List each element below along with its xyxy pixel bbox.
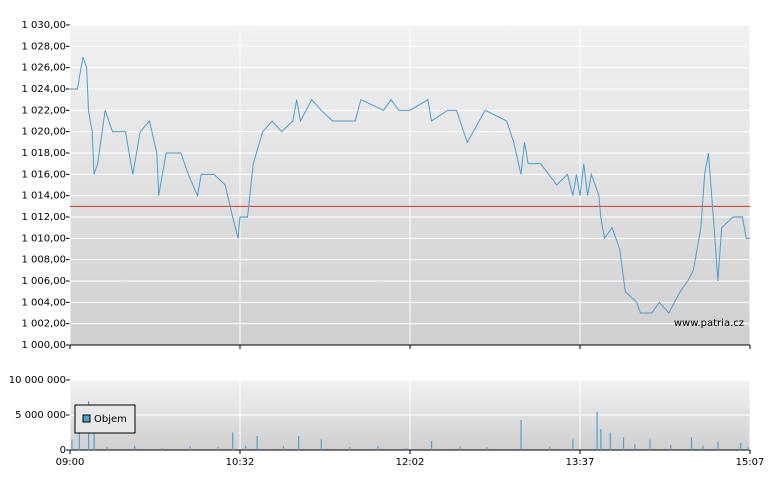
volume-bar: [622, 437, 625, 450]
y-tick-label: 1 018,00: [21, 148, 66, 159]
volume-bar: [405, 447, 407, 450]
x-tick-label: 10:32: [226, 457, 255, 468]
volume-bar: [217, 447, 219, 450]
y-tick-label: 1 012,00: [21, 212, 66, 223]
y-tick-label: 1 030,00: [21, 20, 66, 31]
watermark: www.patria.cz: [674, 318, 744, 329]
y-tick-label: 1 006,00: [21, 276, 66, 287]
y-tick-label: 5 000 000: [15, 410, 66, 421]
price-line: [70, 56, 750, 314]
volume-bar: [717, 441, 719, 450]
volume-bar: [78, 432, 80, 450]
y-tick-label: 1 024,00: [21, 84, 66, 95]
x-tick-label: 12:02: [396, 457, 425, 468]
volume-bar: [377, 445, 379, 450]
volume-bar: [459, 446, 461, 450]
volume-bar: [596, 411, 598, 450]
volume-bar: [600, 429, 602, 450]
y-tick-label: 1 002,00: [21, 319, 66, 330]
volume-bar: [572, 439, 574, 450]
legend-swatch: [82, 414, 91, 423]
volume-bar: [520, 419, 522, 450]
volume-bar: [740, 443, 742, 450]
x-tick-label: 09:00: [56, 457, 85, 468]
volume-bar: [189, 446, 191, 450]
volume-bar: [549, 446, 551, 450]
y-tick-label: 1 008,00: [21, 255, 66, 266]
volume-bar: [71, 439, 73, 450]
volume-bar: [702, 445, 704, 450]
x-tick-label: 13:37: [566, 457, 595, 468]
volume-bar: [106, 447, 108, 450]
volume-bar: [282, 446, 285, 450]
volume-bar: [161, 447, 164, 450]
y-tick-label: 1 004,00: [21, 297, 66, 308]
volume-bar: [430, 440, 433, 450]
y-tick-label: 1 000,00: [21, 340, 66, 351]
y-tick-label: 1 016,00: [21, 169, 66, 180]
y-tick-label: 1 020,00: [21, 127, 66, 138]
y-tick-label: 1 010,00: [21, 233, 66, 244]
volume-bar: [690, 437, 693, 450]
volume-bar: [93, 429, 95, 450]
y-tick-label: 10 000 000: [9, 375, 66, 386]
volume-bar: [670, 445, 672, 450]
volume-bar: [256, 436, 258, 450]
y-tick-label: 1 022,00: [21, 105, 66, 116]
y-tick-label: 0: [60, 445, 66, 456]
y-tick-label: 1 028,00: [21, 41, 66, 52]
volume-bar: [486, 447, 488, 450]
volume-bar: [320, 439, 322, 450]
volume-bar: [349, 447, 351, 450]
volume-bar: [245, 445, 247, 450]
volume-bar: [609, 432, 611, 450]
volume-bar: [298, 436, 300, 450]
x-tick-label: 15:07: [736, 457, 765, 468]
volume-bar: [747, 447, 749, 450]
volume-bar: [134, 445, 136, 450]
y-tick-label: 1 026,00: [21, 63, 66, 74]
legend-label: Objem: [94, 414, 127, 425]
y-tick-label: 1 014,00: [21, 191, 66, 202]
volume-bar: [232, 432, 234, 450]
volume-bar: [634, 444, 636, 450]
volume-bar: [649, 439, 651, 450]
